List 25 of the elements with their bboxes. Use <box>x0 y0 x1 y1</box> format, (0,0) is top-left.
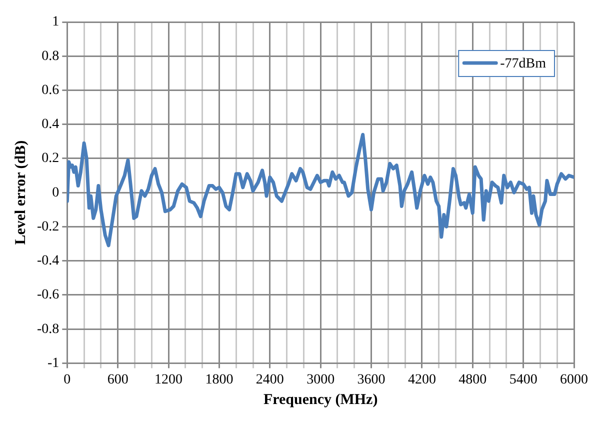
y-tick-label: 1 <box>52 14 60 30</box>
y-tick-label: -1 <box>47 356 60 371</box>
x-tick-label: 1200 <box>154 372 183 388</box>
y-tick-label: -0.4 <box>36 254 60 269</box>
y-tick-label: -0.2 <box>36 219 60 234</box>
x-tick-label: 2400 <box>256 372 284 388</box>
x-tick-label: 600 <box>107 372 128 388</box>
y-tick-label: 0.8 <box>42 48 60 64</box>
x-tick-label: 3000 <box>306 372 335 388</box>
x-tick-label: 1800 <box>205 372 234 388</box>
y-tick-label: -0.8 <box>36 322 60 337</box>
x-tick-label: 5400 <box>509 372 538 388</box>
x-tick-label: 4200 <box>408 372 436 388</box>
y-tick-label: 0.2 <box>42 151 60 166</box>
legend-label: -77dBm <box>500 56 546 72</box>
y-tick-label: 0 <box>52 185 60 200</box>
x-axis-title: Frequency (MHz) <box>263 392 378 408</box>
x-tick-label: 4800 <box>458 372 487 388</box>
y-axis-title: Level error (dB) <box>12 140 29 245</box>
y-tick-label: 0.6 <box>42 82 60 98</box>
x-tick-label: 3600 <box>357 372 386 388</box>
x-tick-label: 6000 <box>560 372 588 388</box>
y-tick-label: -0.6 <box>36 288 60 303</box>
y-tick-label: 0.4 <box>42 117 60 132</box>
x-tick-label: 0 <box>64 372 71 388</box>
